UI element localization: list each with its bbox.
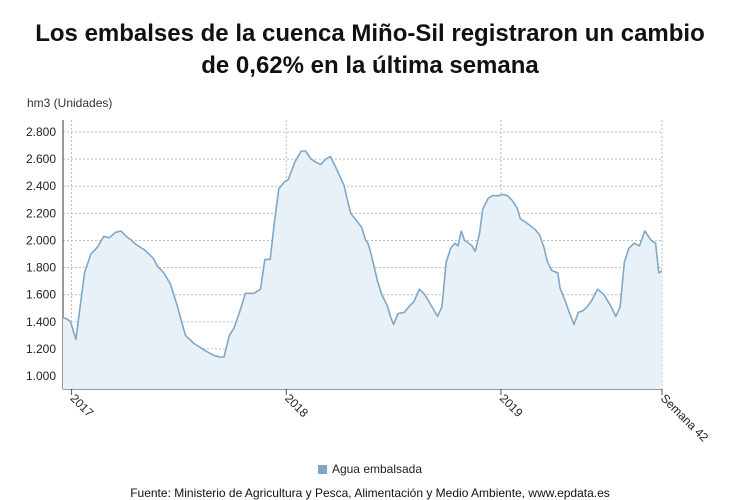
chart-title-line-1: Los embalses de la cuenca Miño-Sil regis…	[35, 20, 705, 47]
legend-swatch	[317, 465, 327, 474]
y-tick-label: 1.800	[26, 261, 56, 275]
x-tick-label: 2018	[282, 391, 311, 420]
x-tick-label: 2017	[67, 391, 96, 420]
x-tick-label: 2019	[497, 391, 526, 420]
chart-title-line-2: de 0,62% en la última semana	[201, 52, 539, 79]
legend-label: Agua embalsada	[331, 462, 423, 476]
source-note: Fuente: Ministerio de Agricultura y Pesc…	[130, 486, 610, 500]
y-tick-label: 1.600	[26, 288, 56, 302]
y-tick-label: 1.400	[26, 315, 56, 329]
x-tick-label: Semana 42	[658, 391, 712, 445]
y-tick-label: 2.000	[26, 233, 56, 247]
y-tick-label: 2.200	[26, 206, 56, 220]
series-line	[62, 150, 663, 358]
y-axis-label: hm3 (Unidades)	[27, 96, 113, 110]
chart-title: Los embalses de la cuenca Miño-Sil regis…	[0, 18, 740, 82]
legend[interactable]: Agua embalsada	[0, 462, 740, 476]
series-area	[63, 151, 662, 389]
y-tick-label: 2.800	[26, 125, 56, 139]
y-tick-label: 1.000	[26, 369, 56, 383]
y-tick-label: 2.400	[26, 179, 56, 193]
y-tick-label: 2.600	[26, 152, 56, 166]
y-tick-label: 1.200	[26, 342, 56, 356]
